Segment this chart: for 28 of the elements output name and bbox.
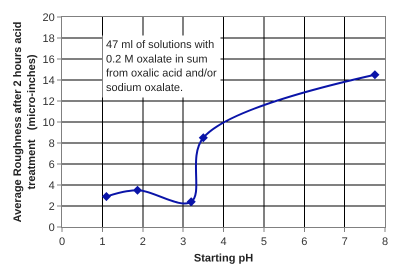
y-tick-label: 4: [48, 180, 55, 192]
x-tick-label: 0: [58, 236, 66, 248]
point: [370, 70, 380, 80]
y-tick-label: 12: [42, 96, 55, 108]
point: [198, 133, 208, 142]
y-tick-label: 0: [48, 222, 55, 234]
x-tick-label: 4: [220, 236, 227, 248]
x-tick-label: 3: [180, 236, 186, 248]
y-tick-label: 10: [42, 116, 55, 129]
point: [186, 197, 196, 206]
x-axis-title: Starting pH: [194, 252, 254, 264]
x-tick-label: 7: [342, 236, 348, 248]
x-tick-label: 6: [301, 236, 308, 248]
y-tick-label: 16: [42, 54, 55, 66]
y-axis-title: Average Roughness after 2 hours acid treatment (micro-inches): [12, 22, 38, 222]
point: [132, 186, 142, 195]
y-tick-label: 6: [48, 158, 55, 171]
y-tick-label: 8: [48, 138, 55, 150]
annotation: 47 ml of solutions with 0.2 M oxalate in sum from oxalic acid and/or sodium oxalate.: [106, 39, 217, 94]
y-tick-label: 2: [48, 200, 55, 213]
x-tick-label: 1: [99, 236, 106, 248]
x-tick-label: 5: [260, 236, 267, 248]
x-tick-label: 2: [140, 236, 146, 248]
y-tick-label: 18: [42, 32, 55, 45]
x-tick-label: 8: [382, 236, 388, 248]
y-tick-label: 20: [42, 12, 55, 24]
point: [102, 192, 111, 202]
y-tick-label: 14: [42, 74, 55, 87]
